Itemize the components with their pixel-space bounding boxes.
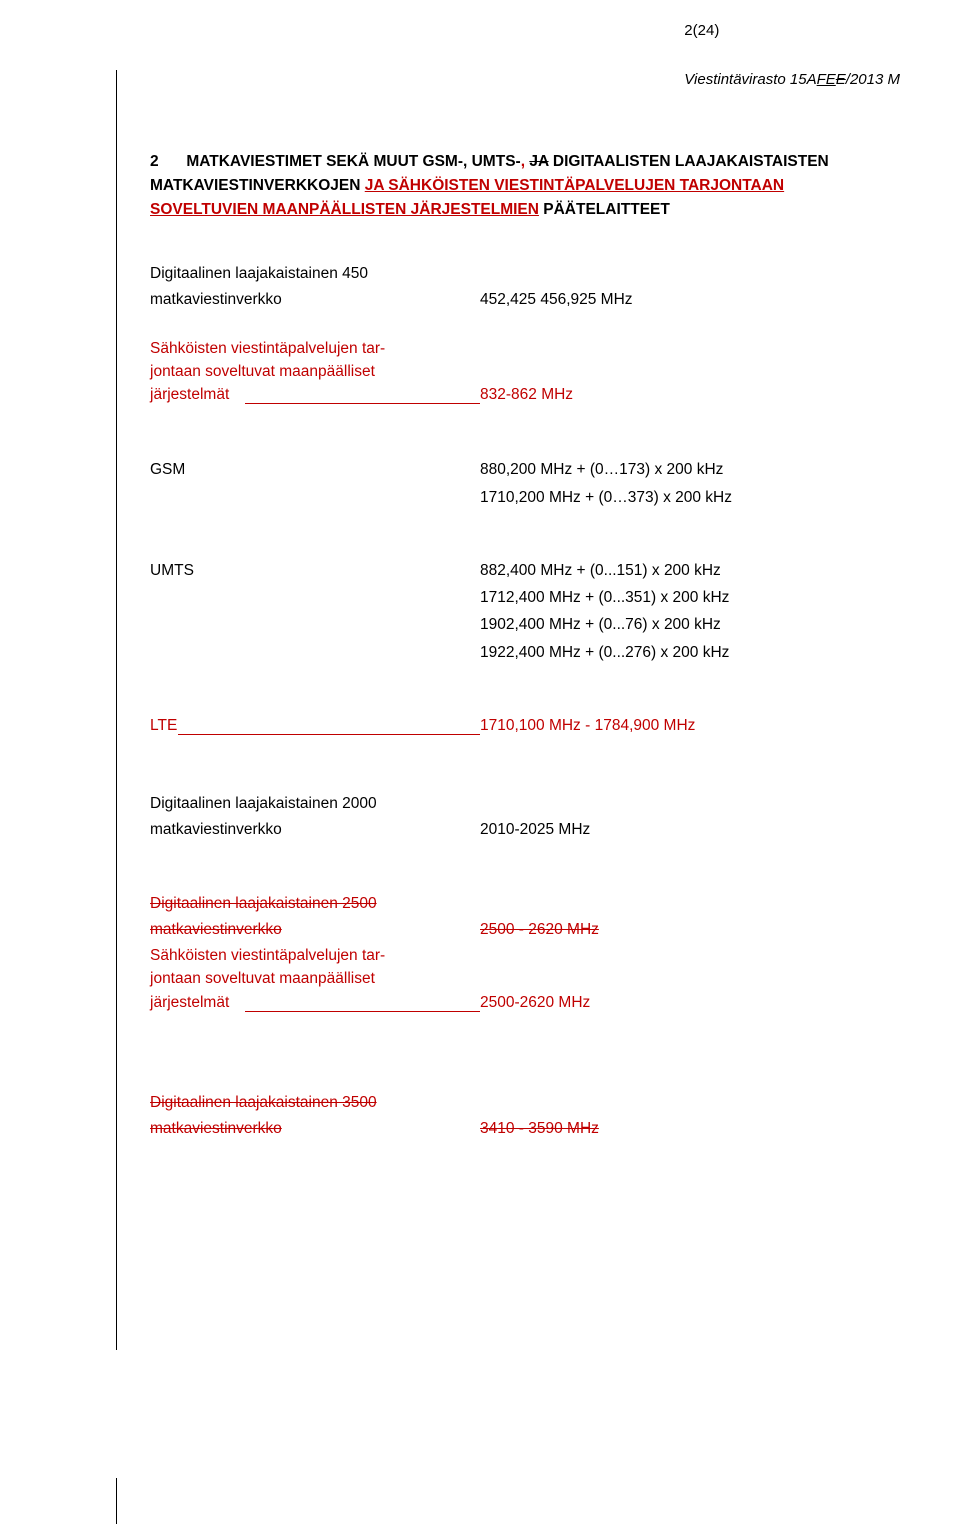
gsm-v2: 1710,200 MHz + (0…373) x 200 kHz bbox=[480, 486, 900, 509]
umts-row3: 1902,400 MHz + (0...76) x 200 kHz bbox=[150, 613, 900, 636]
block-2500-strike-val2: 2500 - 2620 MHz bbox=[480, 921, 599, 938]
doc-ref-prefix: Viestintävirasto 15A bbox=[684, 71, 816, 88]
block-3500-strike-val2: 3410 - 3590 MHz bbox=[480, 1120, 599, 1137]
block-450-label2: matkaviestinverkko bbox=[150, 288, 480, 311]
block-450-row2: matkaviestinverkko 452,425 456,925 MHz bbox=[150, 288, 900, 311]
block-2500-red-line2: jontaan soveltuvat maanpäälliset bbox=[150, 967, 900, 990]
block-2500-red-line1: Sähköisten viestintäpalvelujen tar- bbox=[150, 944, 900, 967]
umts-row1: UMTS 882,400 MHz + (0...151) x 200 kHz bbox=[150, 559, 900, 582]
block-450-red-value3: 832-862 MHz bbox=[480, 383, 900, 406]
block-450: Digitaalinen laajakaistainen 450 matkavi… bbox=[150, 262, 900, 408]
block-2500-strike-label2: matkaviestinverkko bbox=[150, 921, 282, 938]
gsm-v1: 880,200 MHz + (0…173) x 200 kHz bbox=[480, 458, 900, 481]
block-3500: Digitaalinen laajakaistainen 3500 matkav… bbox=[150, 1091, 900, 1141]
block-450-red-row3: järjestelmät 832-862 MHz bbox=[150, 383, 900, 408]
lte-value: 1710,100 MHz - 1784,900 MHz bbox=[480, 714, 900, 737]
block-450-red-line1: Sähköisten viestintäpalvelujen tar- bbox=[150, 337, 900, 360]
block-2000-row2: matkaviestinverkko 2010-2025 MHz bbox=[150, 818, 900, 841]
title-ja-strike: JA bbox=[529, 153, 548, 170]
umts-empty bbox=[150, 613, 480, 636]
block-3500-strike-label2: matkaviestinverkko bbox=[150, 1120, 282, 1137]
doc-ref-suffix: /2013 M bbox=[846, 71, 900, 88]
section-heading: 2 MATKAVIESTIMET SEKÄ MUUT GSM-, UMTS-, … bbox=[150, 150, 900, 222]
doc-reference: Viestintävirasto 15AFEE/2013 M bbox=[684, 69, 900, 92]
block-2000-line1: Digitaalinen laajakaistainen 2000 bbox=[150, 792, 900, 815]
title-paatelaitteet: PÄÄTELAITTEET bbox=[539, 201, 670, 218]
page-container: 2(24) Viestintävirasto 15AFEE/2013 M 2 M… bbox=[0, 0, 960, 1530]
gsm-label-empty bbox=[150, 486, 480, 509]
umts-v4: 1922,400 MHz + (0...276) x 200 kHz bbox=[480, 641, 900, 664]
block-2000: Digitaalinen laajakaistainen 2000 matkav… bbox=[150, 792, 900, 842]
page-indicator: 2(24) bbox=[684, 20, 900, 43]
umts-label: UMTS bbox=[150, 559, 480, 582]
spacer bbox=[150, 315, 900, 337]
spacer bbox=[150, 1066, 900, 1091]
lte-block: LTE 1710,100 MHz - 1784,900 MHz bbox=[150, 714, 900, 737]
umts-v3: 1902,400 MHz + (0...76) x 200 kHz bbox=[480, 613, 900, 636]
section-title-text: MATKAVIESTIMET SEKÄ MUUT GSM-, UMTS-, JA… bbox=[150, 153, 829, 218]
block-450-red-line2: jontaan soveltuvat maanpäälliset bbox=[150, 360, 900, 383]
block-2000-value2: 2010-2025 MHz bbox=[480, 818, 900, 841]
page-header-right: 2(24) Viestintävirasto 15AFEE/2013 M bbox=[684, 20, 900, 91]
umts-v2: 1712,400 MHz + (0...351) x 200 kHz bbox=[480, 586, 900, 609]
gsm-row2: 1710,200 MHz + (0…373) x 200 kHz bbox=[150, 486, 900, 509]
block-2500-red-row3: järjestelmät 2500-2620 MHz bbox=[150, 991, 900, 1016]
block-3500-strike-row2: matkaviestinverkko 3410 - 3590 MHz bbox=[150, 1117, 900, 1140]
change-bar bbox=[116, 70, 117, 1350]
block-2500-red-val3: 2500-2620 MHz bbox=[480, 991, 900, 1014]
gsm-label: GSM bbox=[150, 458, 480, 481]
doc-ref-e-strike: E bbox=[836, 71, 846, 88]
doc-ref-fe: FE bbox=[817, 71, 836, 88]
umts-empty bbox=[150, 586, 480, 609]
block-2500-strike-line1: Digitaalinen laajakaistainen 2500 bbox=[150, 892, 900, 915]
block-450-line1: Digitaalinen laajakaistainen 450 bbox=[150, 262, 900, 285]
umts-empty bbox=[150, 641, 480, 664]
block-450-red-label3: järjestelmät bbox=[150, 383, 480, 406]
block-2000-label2: matkaviestinverkko bbox=[150, 818, 480, 841]
change-bar bbox=[116, 1478, 117, 1524]
gsm-block: GSM 880,200 MHz + (0…173) x 200 kHz 1710… bbox=[150, 458, 900, 509]
lte-label: LTE bbox=[150, 714, 480, 737]
umts-block: UMTS 882,400 MHz + (0...151) x 200 kHz 1… bbox=[150, 559, 900, 664]
umts-row4: 1922,400 MHz + (0...276) x 200 kHz bbox=[150, 641, 900, 664]
title-comma-red: , bbox=[521, 153, 525, 170]
gsm-row1: GSM 880,200 MHz + (0…173) x 200 kHz bbox=[150, 458, 900, 481]
block-2500: Digitaalinen laajakaistainen 2500 matkav… bbox=[150, 892, 900, 1016]
block-3500-strike-line1: Digitaalinen laajakaistainen 3500 bbox=[150, 1091, 900, 1114]
block-2500-strike-row2: matkaviestinverkko 2500 - 2620 MHz bbox=[150, 918, 900, 941]
umts-v1: 882,400 MHz + (0...151) x 200 kHz bbox=[480, 559, 900, 582]
title-p1: MATKAVIESTIMET SEKÄ MUUT GSM-, UMTS- bbox=[186, 153, 520, 170]
umts-row2: 1712,400 MHz + (0...351) x 200 kHz bbox=[150, 586, 900, 609]
block-450-value2: 452,425 456,925 MHz bbox=[480, 288, 900, 311]
section-number: 2 bbox=[150, 150, 182, 174]
block-2500-red-label3: järjestelmät bbox=[150, 991, 480, 1014]
